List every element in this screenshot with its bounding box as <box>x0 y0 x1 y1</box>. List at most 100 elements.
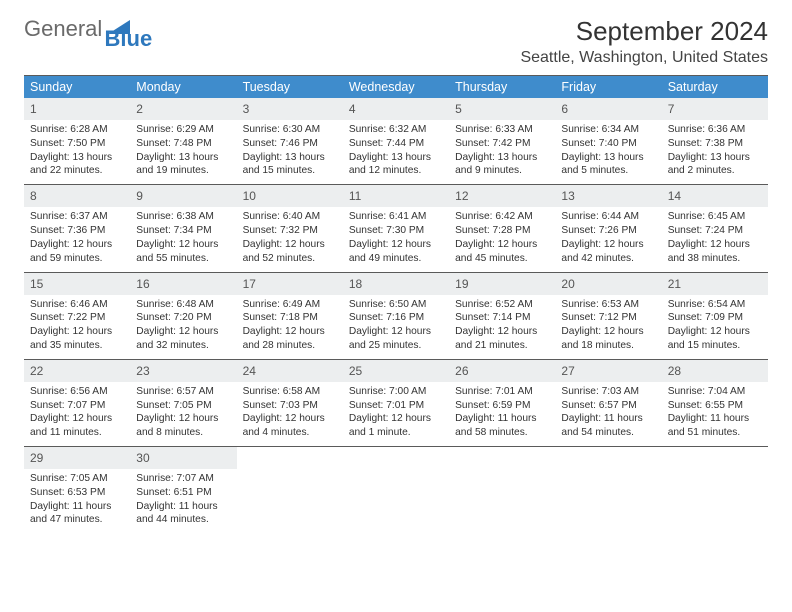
sunrise-line: Sunrise: 6:29 AM <box>136 123 230 137</box>
calendar-day-cell: 11 Sunrise: 6:41 AMSunset: 7:30 PMDayligh… <box>343 185 449 271</box>
calendar-day-cell: 23Sunrise: 6:57 AMSunset: 7:05 PMDayligh… <box>130 360 236 446</box>
daylight-line: Daylight: 11 hours and 47 minutes. <box>30 500 124 528</box>
calendar-day-cell: .... <box>237 447 343 533</box>
daylight-line: Daylight: 13 hours and 19 minutes. <box>136 151 230 179</box>
calendar-day-cell: 19Sunrise: 6:52 AMSunset: 7:14 PMDayligh… <box>449 273 555 359</box>
day-number: 25 <box>343 360 449 382</box>
sunrise-line: Sunrise: 6:40 AM <box>243 210 337 224</box>
calendar-day-cell: 3 Sunrise: 6:30 AMSunset: 7:46 PMDaylight… <box>237 98 343 184</box>
day-details: Sunrise: 7:07 AMSunset: 6:51 PMDaylight:… <box>136 472 230 527</box>
calendar-week-row: 15Sunrise: 6:46 AMSunset: 7:22 PMDayligh… <box>24 273 768 360</box>
calendar-day-cell: 18Sunrise: 6:50 AMSunset: 7:16 PMDayligh… <box>343 273 449 359</box>
day-details: Sunrise: 6:30 AMSunset: 7:46 PMDaylight:… <box>243 123 337 178</box>
calendar-day-cell: 9Sunrise: 6:38 AMSunset: 7:34 PMDaylight… <box>130 185 236 271</box>
day-details: Sunrise: 6:48 AMSunset: 7:20 PMDaylight:… <box>136 298 230 353</box>
sunset-line: Sunset: 7:18 PM <box>243 311 337 325</box>
weekday-header-row: SundayMondayTuesdayWednesdayThursdayFrid… <box>24 76 768 98</box>
sunrise-line: Sunrise: 6:28 AM <box>30 123 124 137</box>
daylight-line: Daylight: 11 hours and 51 minutes. <box>668 412 762 440</box>
sunset-line: Sunset: 7:30 PM <box>349 224 443 238</box>
sunset-line: Sunset: 7:16 PM <box>349 311 443 325</box>
daylight-line: Daylight: 12 hours and 1 minute. <box>349 412 443 440</box>
sunrise-line: Sunrise: 6:56 AM <box>30 385 124 399</box>
day-details: Sunrise: 6:34 AMSunset: 7:40 PMDaylight:… <box>561 123 655 178</box>
day-number: 2 <box>130 98 236 120</box>
sunset-line: Sunset: 7:42 PM <box>455 137 549 151</box>
day-details: Sunrise: 7:00 AMSunset: 7:01 PMDaylight:… <box>349 385 443 440</box>
calendar-day-cell: 5Sunrise: 6:33 AMSunset: 7:42 PMDaylight… <box>449 98 555 184</box>
calendar-day-cell: 27Sunrise: 7:03 AMSunset: 6:57 PMDayligh… <box>555 360 661 446</box>
sunrise-line: Sunrise: 6:32 AM <box>349 123 443 137</box>
sunrise-line: Sunrise: 6:46 AM <box>30 298 124 312</box>
day-number: 23 <box>130 360 236 382</box>
daylight-line: Daylight: 12 hours and 15 minutes. <box>668 325 762 353</box>
daylight-line: Daylight: 12 hours and 28 minutes. <box>243 325 337 353</box>
location-subtitle: Seattle, Washington, United States <box>520 49 768 67</box>
weekday-header: Monday <box>130 76 236 98</box>
day-details: Sunrise: 6:37 AMSunset: 7:36 PMDaylight:… <box>30 210 124 265</box>
calendar-day-cell: 14Sunrise: 6:45 AMSunset: 7:24 PMDayligh… <box>662 185 768 271</box>
calendar-day-cell: 2Sunrise: 6:29 AMSunset: 7:48 PMDaylight… <box>130 98 236 184</box>
day-number: 17 <box>237 273 343 295</box>
calendar-day-cell: 13Sunrise: 6:44 AMSunset: 7:26 PMDayligh… <box>555 185 661 271</box>
calendar: SundayMondayTuesdayWednesdayThursdayFrid… <box>24 75 768 533</box>
calendar-day-cell: 26Sunrise: 7:01 AMSunset: 6:59 PMDayligh… <box>449 360 555 446</box>
month-title: September 2024 <box>520 16 768 47</box>
day-details: Sunrise: 6:40 AMSunset: 7:32 PMDaylight:… <box>243 210 337 265</box>
calendar-day-cell: 6Sunrise: 6:34 AMSunset: 7:40 PMDaylight… <box>555 98 661 184</box>
day-details: Sunrise: 6:56 AMSunset: 7:07 PMDaylight:… <box>30 385 124 440</box>
sunrise-line: Sunrise: 6:45 AM <box>668 210 762 224</box>
sunrise-line: Sunrise: 6:54 AM <box>668 298 762 312</box>
weekday-header: Saturday <box>662 76 768 98</box>
calendar-day-cell: 25 Sunrise: 7:00 AMSunset: 7:01 PMDayligh… <box>343 360 449 446</box>
day-number: 7 <box>662 98 768 120</box>
sunset-line: Sunset: 7:32 PM <box>243 224 337 238</box>
sunrise-line: Sunrise: 7:03 AM <box>561 385 655 399</box>
day-details: Sunrise: 7:04 AMSunset: 6:55 PMDaylight:… <box>668 385 762 440</box>
day-details: Sunrise: 6:53 AMSunset: 7:12 PMDaylight:… <box>561 298 655 353</box>
calendar-day-cell: 8Sunrise: 6:37 AMSunset: 7:36 PMDaylight… <box>24 185 130 271</box>
calendar-day-cell: .... <box>343 447 449 533</box>
sunrise-line: Sunrise: 6:33 AM <box>455 123 549 137</box>
sunset-line: Sunset: 7:20 PM <box>136 311 230 325</box>
calendar-day-cell: 12Sunrise: 6:42 AMSunset: 7:28 PMDayligh… <box>449 185 555 271</box>
day-number: 27 <box>555 360 661 382</box>
calendar-day-cell: 21Sunrise: 6:54 AMSunset: 7:09 PMDayligh… <box>662 273 768 359</box>
daylight-line: Daylight: 12 hours and 45 minutes. <box>455 238 549 266</box>
weekday-header: Thursday <box>449 76 555 98</box>
daylight-line: Daylight: 12 hours and 4 minutes. <box>243 412 337 440</box>
calendar-body: 1Sunrise: 6:28 AMSunset: 7:50 PMDaylight… <box>24 98 768 533</box>
day-number: 9 <box>130 185 236 207</box>
sunset-line: Sunset: 7:24 PM <box>668 224 762 238</box>
sunrise-line: Sunrise: 6:52 AM <box>455 298 549 312</box>
calendar-day-cell: 24 Sunrise: 6:58 AMSunset: 7:03 PMDayligh… <box>237 360 343 446</box>
sunset-line: Sunset: 7:03 PM <box>243 399 337 413</box>
daylight-line: Daylight: 12 hours and 35 minutes. <box>30 325 124 353</box>
weekday-header: Wednesday <box>343 76 449 98</box>
sunset-line: Sunset: 7:28 PM <box>455 224 549 238</box>
day-number: 24 <box>237 360 343 382</box>
daylight-line: Daylight: 11 hours and 54 minutes. <box>561 412 655 440</box>
day-details: Sunrise: 6:58 AMSunset: 7:03 PMDaylight:… <box>243 385 337 440</box>
sunrise-line: Sunrise: 7:07 AM <box>136 472 230 486</box>
day-number: 15 <box>24 273 130 295</box>
day-details: Sunrise: 7:05 AMSunset: 6:53 PMDaylight:… <box>30 472 124 527</box>
sunrise-line: Sunrise: 6:50 AM <box>349 298 443 312</box>
daylight-line: Daylight: 13 hours and 15 minutes. <box>243 151 337 179</box>
calendar-day-cell: 1Sunrise: 6:28 AMSunset: 7:50 PMDaylight… <box>24 98 130 184</box>
sunrise-line: Sunrise: 6:57 AM <box>136 385 230 399</box>
day-number: 11 <box>343 185 449 207</box>
sunrise-line: Sunrise: 6:30 AM <box>243 123 337 137</box>
day-details: Sunrise: 6:50 AMSunset: 7:16 PMDaylight:… <box>349 298 443 353</box>
sunset-line: Sunset: 7:26 PM <box>561 224 655 238</box>
day-number: 3 <box>237 98 343 120</box>
calendar-day-cell: 10Sunrise: 6:40 AMSunset: 7:32 PMDayligh… <box>237 185 343 271</box>
daylight-line: Daylight: 12 hours and 59 minutes. <box>30 238 124 266</box>
sunrise-line: Sunrise: 7:00 AM <box>349 385 443 399</box>
daylight-line: Daylight: 12 hours and 8 minutes. <box>136 412 230 440</box>
calendar-day-cell: 7Sunrise: 6:36 AMSunset: 7:38 PMDaylight… <box>662 98 768 184</box>
day-details: Sunrise: 6:41 AMSunset: 7:30 PMDaylight:… <box>349 210 443 265</box>
sunrise-line: Sunrise: 7:05 AM <box>30 472 124 486</box>
daylight-line: Daylight: 12 hours and 18 minutes. <box>561 325 655 353</box>
sunset-line: Sunset: 6:55 PM <box>668 399 762 413</box>
